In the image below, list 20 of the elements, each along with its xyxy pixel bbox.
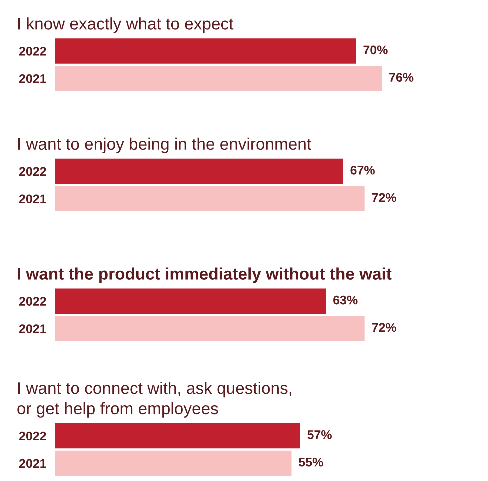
y-tick-label: 2021 bbox=[19, 194, 46, 204]
data-label: 72% bbox=[372, 193, 396, 202]
data-label: 70% bbox=[364, 46, 388, 55]
y-tick-label: 2021 bbox=[19, 74, 46, 84]
chart-title: I know exactly what to expect bbox=[18, 18, 234, 34]
y-tick-label: 2022 bbox=[19, 432, 46, 441]
data-label: 72% bbox=[372, 323, 396, 332]
y-tick-label: 2022 bbox=[19, 297, 46, 306]
y-tick-label: 2021 bbox=[19, 459, 46, 468]
data-label: 76% bbox=[390, 73, 414, 82]
y-tick-label: 2022 bbox=[19, 167, 46, 176]
data-label: 67% bbox=[350, 166, 375, 175]
y-tick-label: 2022 bbox=[19, 47, 46, 56]
data-label: 55% bbox=[299, 458, 324, 467]
chart-title: I want to enjoy being in the environment bbox=[18, 138, 312, 154]
y-tick-label: 2021 bbox=[19, 324, 46, 334]
data-label: 57% bbox=[308, 430, 332, 440]
chart-title: I want to connect with, ask questions, or get help from employees bbox=[18, 382, 292, 418]
chart-title: I want the product immediately without the wait bbox=[18, 268, 392, 284]
data-label: 63% bbox=[334, 296, 358, 305]
